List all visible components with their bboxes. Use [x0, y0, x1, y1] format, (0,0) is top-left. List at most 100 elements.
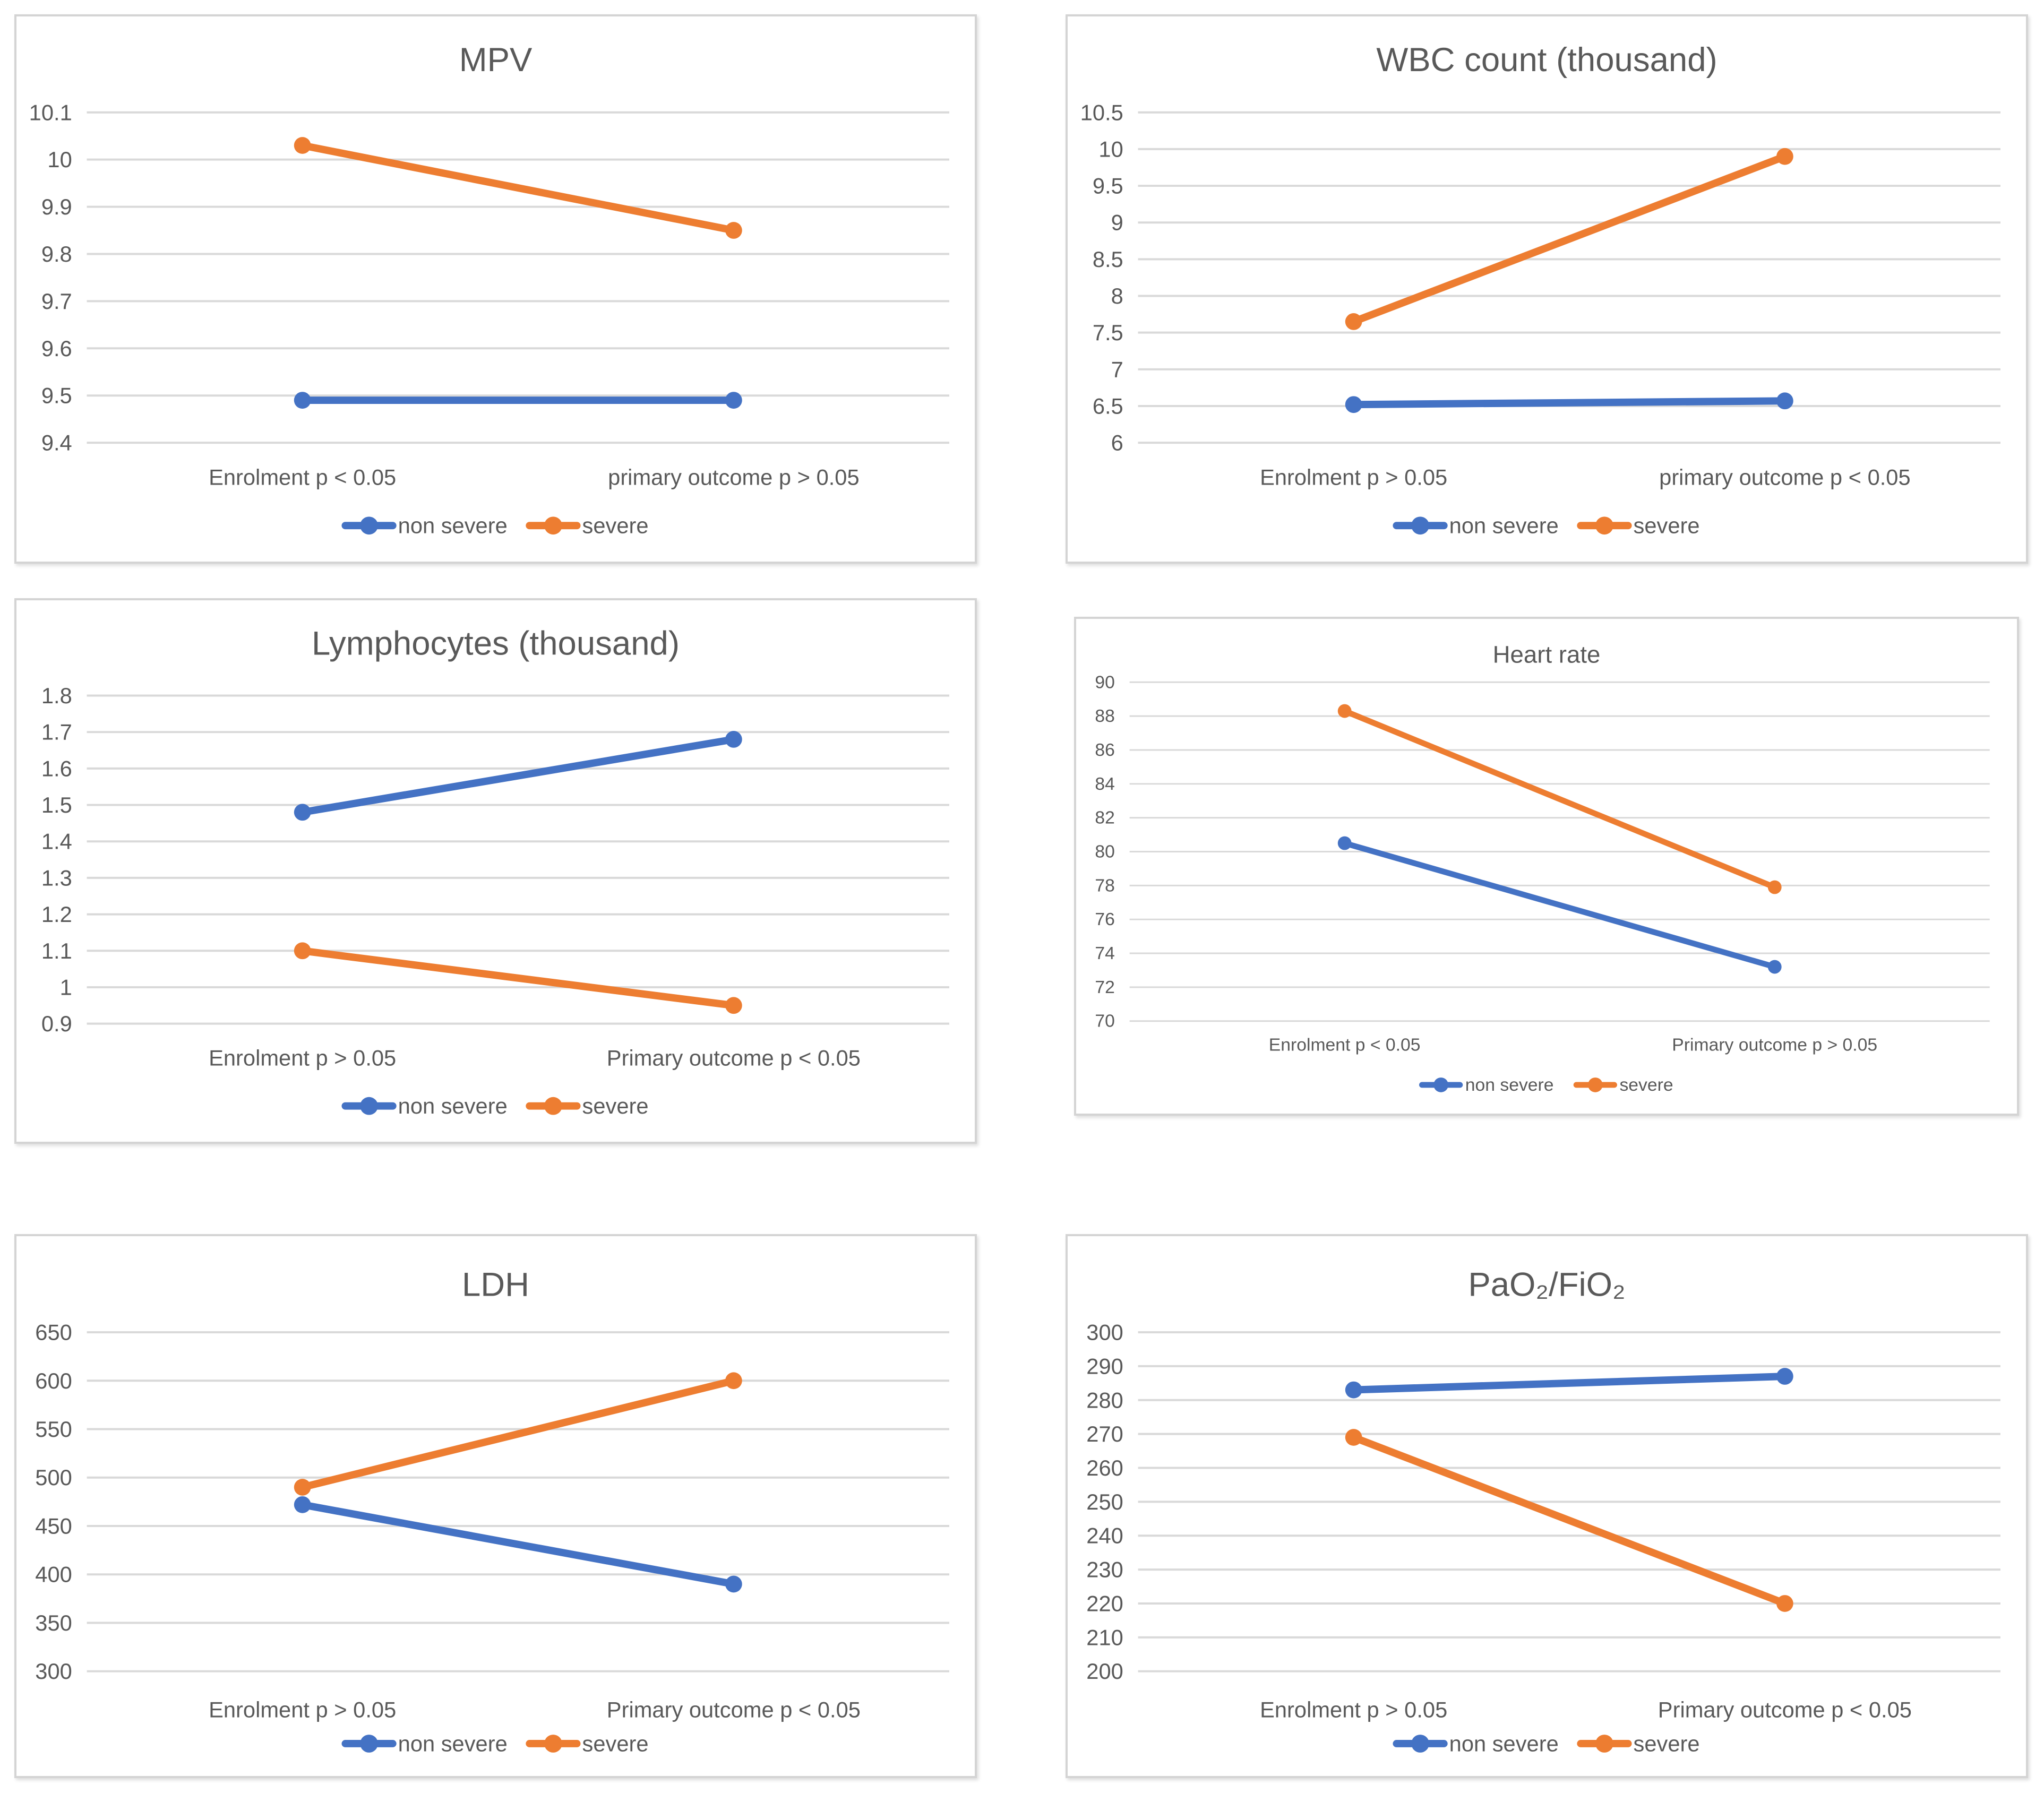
- legend-item-non-severe: non severe: [1393, 513, 1559, 538]
- series-line-non-severe: [1350, 397, 1789, 409]
- y-tick-label: 250: [1086, 1489, 1123, 1514]
- y-tick-label: 1: [60, 975, 72, 999]
- series-non-severe: [1337, 836, 1782, 974]
- data-point-marker-non-severe: [1776, 392, 1793, 410]
- legend-label: severe: [1634, 1731, 1700, 1756]
- series-severe: [294, 942, 742, 1014]
- series-non-severe: [1345, 392, 1793, 413]
- legend-item-non-severe: non severe: [341, 1731, 508, 1756]
- category-label: Enrolment p < 0.05: [209, 464, 396, 489]
- y-tick-label: 82: [1095, 808, 1115, 828]
- x-axis-category-labels: Enrolment p < 0.05 Primary outcome p > 0.…: [1269, 1034, 1877, 1055]
- legend-marker-icon: [1587, 1077, 1603, 1092]
- data-point-marker-non-severe: [294, 392, 311, 409]
- y-tick-label: 1.2: [41, 902, 72, 927]
- legend-marker-icon: [1433, 1077, 1449, 1092]
- series-severe: [1337, 704, 1782, 894]
- y-tick-label: 80: [1095, 842, 1115, 862]
- y-tick-label: 8.5: [1093, 247, 1123, 272]
- pao2-fio2-chart: PaO₂/FiO₂ 200 210 220 230 240 250 260 270 280 290 3…: [1086, 1266, 2000, 1756]
- legend-label: non severe: [398, 513, 508, 538]
- heart-rate-chart: Heart rate 70 72 74 76 78 80 82 84 86 88 90 Enrolmen…: [1095, 641, 1990, 1095]
- legend-label: severe: [1619, 1075, 1673, 1095]
- legend-item-non-severe: non severe: [1393, 1731, 1559, 1756]
- y-tick-label: 7.5: [1093, 320, 1123, 345]
- chart-panel-mpv: MPV 9.4 9.5 9.6 9.7 9.8 9.9 10 10.1 Enrolment p <…: [14, 14, 977, 564]
- series-line-non-severe: [1342, 840, 1778, 970]
- gridlines: [1138, 1331, 2000, 1672]
- chart-title: Heart rate: [1493, 641, 1601, 668]
- y-tick-label: 650: [35, 1320, 72, 1345]
- y-tick-label: 9.4: [41, 430, 72, 455]
- series-line-non-severe: [298, 735, 737, 816]
- y-tick-label: 210: [1086, 1625, 1123, 1650]
- chart-title: MPV: [459, 41, 533, 79]
- data-point-marker-severe: [1345, 313, 1362, 330]
- legend-item-severe: severe: [1577, 1731, 1700, 1756]
- category-label: primary outcome p < 0.05: [1659, 464, 1911, 489]
- series-non-severe: [294, 731, 742, 821]
- y-tick-label: 9.5: [1093, 174, 1123, 199]
- x-axis-category-labels: Enrolment p > 0.05 Primary outcome p < 0.…: [209, 1697, 861, 1722]
- data-point-marker-severe: [294, 942, 311, 960]
- y-tick-label: 1.8: [41, 683, 72, 708]
- y-tick-label: 9.9: [41, 194, 72, 219]
- data-point-marker-non-severe: [294, 1496, 311, 1513]
- legend-marker-icon: [360, 1735, 378, 1753]
- legend-marker-icon: [360, 516, 378, 535]
- series-line-non-severe: [298, 1501, 737, 1588]
- legend-label: non severe: [1465, 1075, 1554, 1095]
- y-tick-label: 9.8: [41, 242, 72, 266]
- series-non-severe: [1345, 1368, 1793, 1399]
- x-axis-category-labels: Enrolment p > 0.05 Primary outcome p < 0.…: [1260, 1697, 1912, 1722]
- y-tick-label: 270: [1086, 1421, 1123, 1446]
- data-point-marker-non-severe: [725, 731, 742, 748]
- legend: non severe severe: [1419, 1075, 1673, 1095]
- gridlines: [87, 694, 949, 1025]
- gridlines: [87, 111, 950, 444]
- y-tick-label: 240: [1086, 1523, 1123, 1548]
- legend-item-non-severe: non severe: [341, 1093, 508, 1118]
- legend-label: non severe: [398, 1731, 508, 1756]
- y-tick-label: 600: [35, 1368, 72, 1393]
- y-tick-label: 72: [1095, 977, 1115, 997]
- legend-marker-icon: [1595, 516, 1613, 535]
- data-point-marker-severe: [294, 1479, 311, 1496]
- data-point-marker-non-severe: [1345, 396, 1362, 413]
- ldh-chart: LDH 300 350 400 450 500 550 600 650 Enrolment p >…: [35, 1266, 949, 1756]
- chart-panel-wbc: WBC count (thousand) 6 6.5 7 7.5 8 8.5 9 9.5 10 10…: [1066, 14, 2028, 564]
- data-point-marker-severe: [1767, 880, 1782, 894]
- chart-title: Lymphocytes (thousand): [312, 625, 680, 662]
- legend-marker-icon: [360, 1097, 378, 1115]
- y-axis-tick-labels: 0.9 1 1.1 1.2 1.3 1.4 1.5 1.6 1.7 1.8: [41, 683, 72, 1036]
- y-tick-label: 9: [1111, 210, 1123, 235]
- y-tick-label: 260: [1086, 1455, 1123, 1480]
- y-tick-label: 220: [1086, 1591, 1123, 1616]
- gridlines: [87, 1331, 949, 1672]
- series-severe: [1345, 148, 1793, 330]
- series-line-non-severe: [1350, 1373, 1789, 1394]
- legend-marker-icon: [1411, 1735, 1429, 1753]
- y-axis-tick-labels: 9.4 9.5 9.6 9.7 9.8 9.9 10 10.1: [29, 100, 72, 455]
- series-line-severe: [298, 1377, 737, 1491]
- y-tick-label: 10.5: [1080, 100, 1123, 125]
- legend-marker-icon: [1595, 1735, 1613, 1753]
- y-tick-label: 230: [1086, 1557, 1123, 1582]
- legend-label: severe: [582, 513, 649, 538]
- data-point-marker-non-severe: [1776, 1368, 1793, 1385]
- y-tick-label: 1.5: [41, 792, 72, 817]
- data-point-marker-non-severe: [1345, 1381, 1362, 1399]
- y-tick-label: 450: [35, 1513, 72, 1538]
- legend-marker-icon: [1411, 516, 1429, 535]
- data-point-marker-severe: [1776, 148, 1793, 165]
- y-tick-label: 6: [1111, 430, 1123, 455]
- y-tick-label: 200: [1086, 1659, 1123, 1684]
- wbc-chart: WBC count (thousand) 6 6.5 7 7.5 8 8.5 9 9.5 10 10…: [1080, 41, 2001, 538]
- legend: non severe severe: [341, 1093, 649, 1118]
- x-axis-category-labels: Enrolment p > 0.05 Primary outcome p < 0.…: [209, 1045, 861, 1070]
- legend: non severe severe: [1393, 513, 1700, 538]
- legend-item-non-severe: non severe: [341, 513, 508, 538]
- category-label: Enrolment p < 0.05: [1269, 1034, 1421, 1055]
- y-tick-label: 0.9: [41, 1011, 72, 1036]
